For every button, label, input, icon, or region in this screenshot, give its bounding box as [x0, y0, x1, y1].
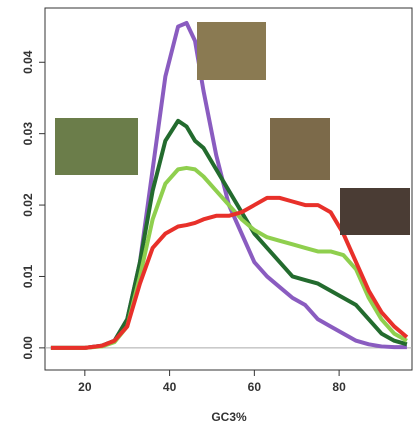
frog-photo [197, 22, 266, 80]
x-tick-label: 40 [163, 380, 177, 394]
y-tick-label: 0.00 [21, 336, 35, 360]
y-tick-label: 0.04 [21, 50, 35, 74]
y-tick-label: 0.02 [21, 193, 35, 217]
y-tick-label: 0.01 [21, 264, 35, 288]
chart: GC3% 0.00 0.01 0.02 0.03 0.04 20 40 60 80 [0, 0, 413, 430]
y-tick-label: 0.03 [21, 122, 35, 146]
person-photo [340, 188, 410, 235]
lizard-photo [55, 118, 138, 175]
x-axis-label: GC3% [211, 410, 247, 424]
x-tick-label: 80 [332, 380, 346, 394]
x-tick-label: 60 [248, 380, 262, 394]
rooster-photo [270, 118, 330, 180]
x-tick-label: 20 [78, 380, 92, 394]
